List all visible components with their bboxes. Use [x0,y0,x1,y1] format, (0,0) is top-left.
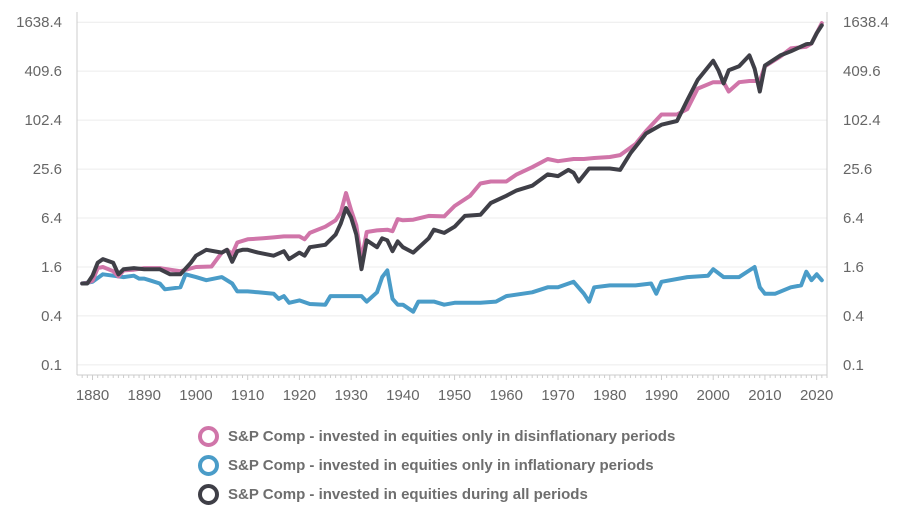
y-tick-label-right: 0.4 [843,308,864,325]
legend-item-disinflationary[interactable]: S&P Comp - invested in equities only in … [198,422,675,451]
y-tick-label-right: 1.6 [843,259,864,276]
y-tick-label-left: 0.1 [41,357,62,374]
x-tick-label: 1950 [438,387,471,404]
series-line-inflationary [80,265,824,314]
x-tick-label: 2020 [800,387,833,404]
x-tick-label: 1940 [386,387,419,404]
y-tick-label-right: 102.4 [843,112,881,129]
y-tick-label-left: 102.4 [24,112,62,129]
y-tick-label-right: 6.4 [843,210,864,227]
legend-item-inflationary[interactable]: S&P Comp - invested in equities only in … [198,451,675,480]
legend-marker-inflationary [198,455,219,476]
x-tick-label: 1960 [490,387,523,404]
x-tick-label: 1880 [76,387,109,404]
axes [76,12,828,380]
legend-label-inflationary: S&P Comp - invested in equities only in … [228,457,654,474]
y-tick-label-left: 1638.4 [16,14,62,31]
x-tick-label: 2000 [697,387,730,404]
x-tick-label: 1910 [231,387,264,404]
legend-item-all-periods[interactable]: S&P Comp - invested in equities during a… [198,480,675,509]
legend: S&P Comp - invested in equities only in … [198,422,675,509]
y-tick-label-left: 1.6 [41,259,62,276]
tick-labels: 0.1 0.1 0.4 0.4 1.6 1.6 6.4 6.4 25.6 25.6 102.4 102… [16,14,889,404]
series-line-all-periods [80,23,824,286]
x-tick-label: 1970 [541,387,574,404]
y-tick-label-right: 0.1 [843,357,864,374]
x-tick-label: 1890 [128,387,161,404]
x-tick-label: 1900 [179,387,212,404]
x-tick-label: 1990 [645,387,678,404]
legend-label-all-periods: S&P Comp - invested in equities during a… [228,486,588,503]
legend-label-disinflationary: S&P Comp - invested in equities only in … [228,428,676,445]
x-tick-label: 2010 [748,387,781,404]
x-tick-label: 1930 [334,387,367,404]
y-tick-label-left: 25.6 [33,161,62,178]
y-tick-label-right: 1638.4 [843,14,889,31]
y-tick-label-left: 409.6 [24,63,62,80]
x-tick-label: 1920 [283,387,316,404]
y-tick-label-left: 0.4 [41,308,62,325]
x-tick-label: 1980 [593,387,626,404]
series-lines [80,21,824,314]
line-chart: 0.1 0.1 0.4 0.4 1.6 1.6 6.4 6.4 25.6 25.6 102.4 102… [16,12,889,404]
grid [77,21,827,366]
y-tick-label-left: 6.4 [41,210,62,227]
y-tick-label-right: 409.6 [843,63,881,80]
y-tick-label-right: 25.6 [843,161,872,178]
legend-marker-disinflationary [198,426,219,447]
legend-marker-all-periods [198,484,219,505]
